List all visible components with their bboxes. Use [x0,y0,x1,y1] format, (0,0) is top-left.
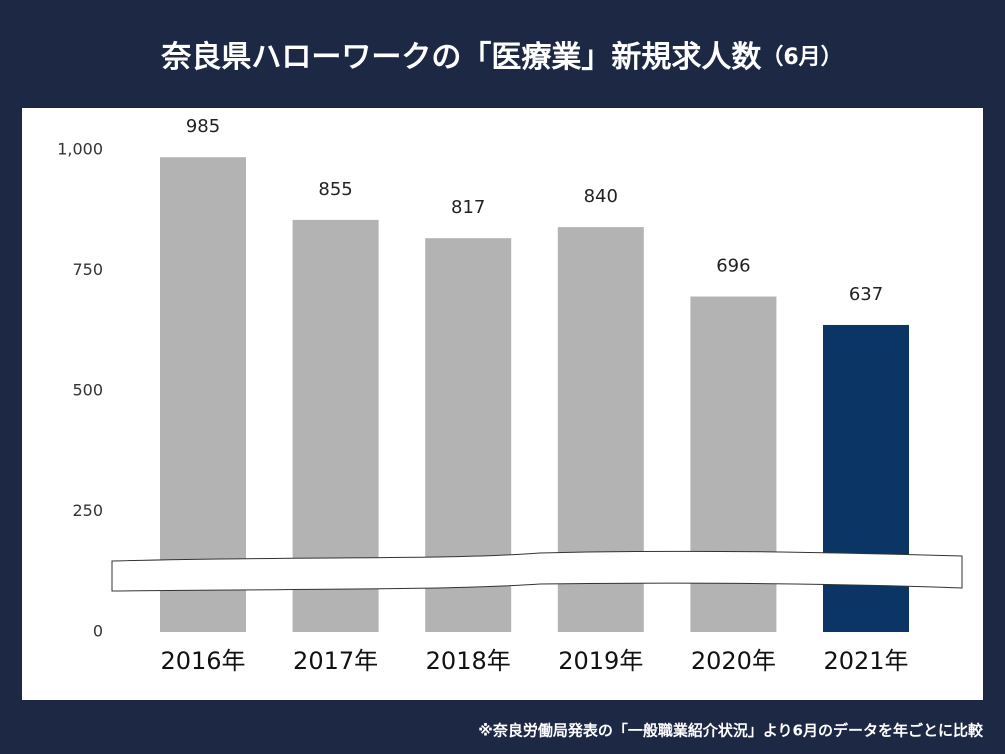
title-main: 奈良県ハローワークの「医療業」新規求人数 [160,40,762,75]
x-tick-label: 2019年 [558,647,643,675]
chart-title: 奈良県ハローワークの「医療業」新規求人数（6月） [160,40,842,75]
x-tick-label: 2016年 [160,647,245,675]
y-tick-label: 500 [72,381,103,400]
x-tick-label: 2020年 [691,647,776,675]
value-label: 817 [451,197,485,218]
y-tick-label: 750 [72,260,103,279]
bar [160,157,246,633]
y-tick-label: 0 [93,622,103,641]
value-label: 840 [584,186,618,207]
value-label: 985 [186,116,220,137]
title-note: （6月） [761,45,842,70]
axis-break [111,550,963,592]
value-label: 637 [849,284,883,305]
x-tick-label: 2021年 [823,647,908,675]
value-label: 855 [318,179,352,200]
value-label: 696 [716,256,750,277]
y-tick-label: 1,000 [57,140,103,159]
footnote: ※奈良労働局発表の「一般職業紹介状況」より6月のデータを年ごとに比較 [478,722,984,740]
x-tick-label: 2017年 [293,647,378,675]
x-tick-label: 2018年 [426,647,511,675]
y-tick-label: 250 [72,501,103,520]
